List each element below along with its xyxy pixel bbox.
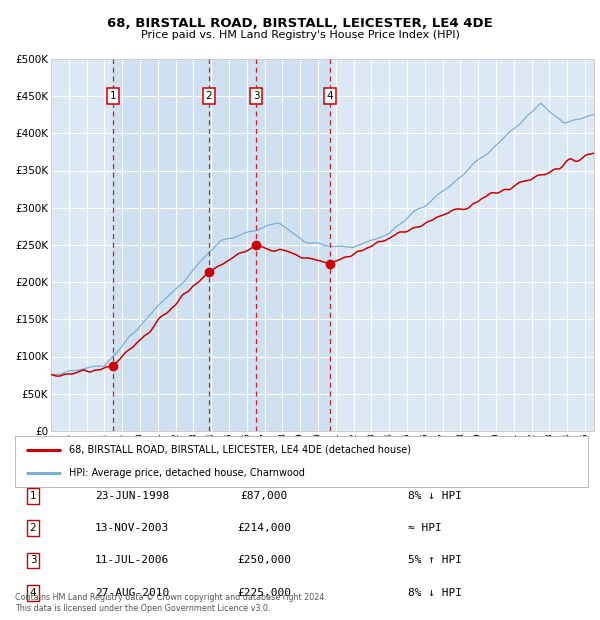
Bar: [113, 59, 329, 431]
Text: 27-AUG-2010: 27-AUG-2010: [95, 588, 169, 598]
Text: 1: 1: [109, 91, 116, 101]
Text: 68, BIRSTALL ROAD, BIRSTALL, LEICESTER, LE4 4DE: 68, BIRSTALL ROAD, BIRSTALL, LEICESTER, …: [107, 17, 493, 30]
Text: 23-JUN-1998: 23-JUN-1998: [95, 491, 169, 501]
Text: 4: 4: [326, 91, 333, 101]
Text: £87,000: £87,000: [241, 491, 287, 501]
Text: 2: 2: [206, 91, 212, 101]
Text: 8% ↓ HPI: 8% ↓ HPI: [408, 588, 462, 598]
Text: 4: 4: [29, 588, 37, 598]
Text: £214,000: £214,000: [237, 523, 291, 533]
Text: 1: 1: [29, 491, 37, 501]
Text: Contains HM Land Registry data © Crown copyright and database right 2024.
This d: Contains HM Land Registry data © Crown c…: [15, 593, 327, 613]
Text: 68, BIRSTALL ROAD, BIRSTALL, LEICESTER, LE4 4DE (detached house): 68, BIRSTALL ROAD, BIRSTALL, LEICESTER, …: [70, 445, 412, 454]
Text: HPI: Average price, detached house, Charnwood: HPI: Average price, detached house, Char…: [70, 468, 305, 478]
Text: £250,000: £250,000: [237, 556, 291, 565]
Text: Price paid vs. HM Land Registry's House Price Index (HPI): Price paid vs. HM Land Registry's House …: [140, 30, 460, 40]
Text: 13-NOV-2003: 13-NOV-2003: [95, 523, 169, 533]
Text: 8% ↓ HPI: 8% ↓ HPI: [408, 491, 462, 501]
Text: £225,000: £225,000: [237, 588, 291, 598]
Text: 3: 3: [253, 91, 260, 101]
Text: 3: 3: [29, 556, 37, 565]
Text: 2: 2: [29, 523, 37, 533]
Text: ≈ HPI: ≈ HPI: [408, 523, 442, 533]
Text: 5% ↑ HPI: 5% ↑ HPI: [408, 556, 462, 565]
Text: 11-JUL-2006: 11-JUL-2006: [95, 556, 169, 565]
